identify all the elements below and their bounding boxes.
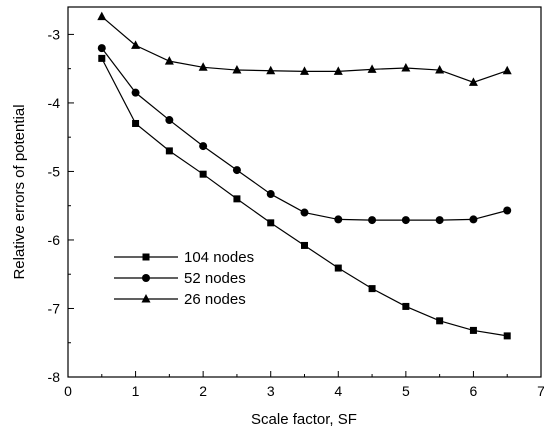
data-point-square <box>503 332 511 340</box>
legend-marker-square <box>142 253 150 261</box>
x-tick-label: 4 <box>334 383 342 399</box>
x-tick-label: 2 <box>199 383 207 399</box>
data-point-triangle <box>164 56 174 65</box>
data-point-triangle <box>401 62 411 72</box>
data-point-square <box>132 119 140 127</box>
data-point-triangle <box>131 40 141 49</box>
legend-item: 26 nodes <box>114 291 246 308</box>
x-tick-label: 3 <box>267 383 275 399</box>
data-point-square <box>368 285 376 293</box>
data-point-triangle <box>502 65 512 75</box>
x-tick-label: 1 <box>132 383 140 399</box>
series-line <box>101 58 508 337</box>
data-point-triangle <box>198 62 208 71</box>
y-tick-label: -8 <box>48 369 61 385</box>
x-axis-ticks: 0 1 2 3 4 5 6 7 <box>64 371 544 399</box>
legend-item: 52 nodes <box>114 270 246 287</box>
data-point-circle <box>401 216 410 225</box>
legend-label: 104 nodes <box>184 249 254 266</box>
data-point-square <box>334 264 342 272</box>
data-point-square <box>402 302 410 310</box>
legend-label: 26 nodes <box>184 291 246 308</box>
data-point-circle <box>165 116 174 125</box>
series-triangle <box>97 11 512 86</box>
data-point-circle <box>266 190 275 199</box>
legend-marker-triangle <box>141 294 151 303</box>
legend: 104 nodes 52 nodes 26 nodes <box>114 249 254 308</box>
data-point-circle <box>232 166 241 175</box>
data-point-circle <box>368 216 377 225</box>
data-point-square <box>98 54 106 62</box>
data-point-square <box>301 241 308 249</box>
data-point-square <box>199 170 207 178</box>
data-point-triangle <box>266 65 276 75</box>
data-point-triangle <box>300 66 309 75</box>
data-point-circle <box>469 215 478 224</box>
data-point-square <box>267 219 275 227</box>
data-point-circle <box>334 215 343 224</box>
data-point-triangle <box>435 65 445 74</box>
y-axis-title: Relative errors of potential <box>11 104 28 279</box>
x-axis-title: Scale factor, SF <box>251 411 357 428</box>
legend-marker-circle <box>142 274 150 282</box>
y-tick-label: -7 <box>48 300 61 316</box>
legend-label: 52 nodes <box>184 270 246 287</box>
x-tick-label: 5 <box>402 383 410 399</box>
data-point-triangle <box>232 65 242 74</box>
x-tick-label: 0 <box>64 383 72 399</box>
data-point-square <box>469 326 477 334</box>
data-point-square <box>233 195 241 203</box>
x-tick-label: 7 <box>537 383 544 399</box>
y-tick-label: -4 <box>48 95 61 111</box>
data-point-triangle <box>367 64 377 73</box>
data-point-circle <box>97 44 106 53</box>
y-tick-label: -6 <box>48 232 61 248</box>
y-tick-label: -5 <box>48 163 61 179</box>
legend-item: 104 nodes <box>114 249 254 266</box>
y-tick-label: -3 <box>48 26 61 42</box>
data-point-circle <box>435 216 444 225</box>
data-point-triangle <box>97 11 107 21</box>
series-layer <box>97 11 512 340</box>
data-point-triangle <box>468 77 478 86</box>
data-point-circle <box>300 208 309 217</box>
data-point-triangle <box>333 66 343 75</box>
series-square <box>98 54 511 340</box>
data-point-circle <box>199 142 208 151</box>
y-axis-ticks: -8 -7 -6 -5 -4 -3 <box>48 26 74 385</box>
data-point-square <box>165 147 173 155</box>
data-point-square <box>436 317 444 325</box>
x-tick-label: 6 <box>470 383 478 399</box>
data-point-circle <box>131 88 140 97</box>
data-point-circle <box>503 206 512 215</box>
plot-area <box>67 6 542 378</box>
series-circle <box>97 44 512 225</box>
